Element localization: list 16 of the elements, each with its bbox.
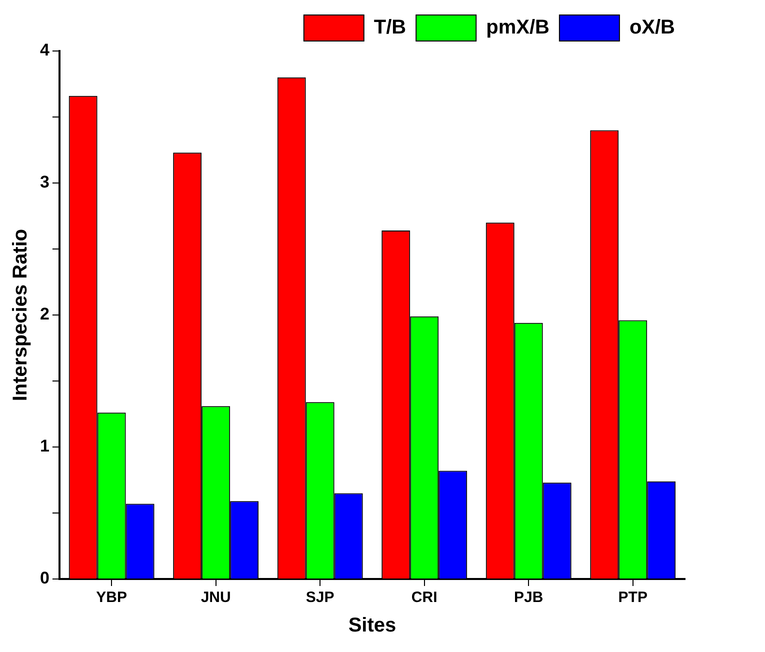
y-tick-label: 0 xyxy=(40,568,50,588)
y-tick-label: 3 xyxy=(40,172,50,192)
y-tick-label: 2 xyxy=(40,304,50,324)
legend-label: oX/B xyxy=(629,16,676,39)
x-tick-label: PJB xyxy=(514,589,544,606)
legend-label: pmX/B xyxy=(486,16,550,39)
y-tick-label: 4 xyxy=(40,40,50,60)
x-tick-label: JNU xyxy=(200,589,231,606)
x-tick-label: YBP xyxy=(96,589,128,606)
x-tick-label: PTP xyxy=(618,589,648,606)
y-tick-label: 1 xyxy=(40,436,50,456)
x-tick-label: CRI xyxy=(411,589,438,606)
y-axis-title: Interspecies Ratio xyxy=(10,228,32,402)
legend-label: T/B xyxy=(374,16,406,39)
x-tick-label: SJP xyxy=(306,589,334,606)
x-axis-title: Sites xyxy=(348,614,396,637)
